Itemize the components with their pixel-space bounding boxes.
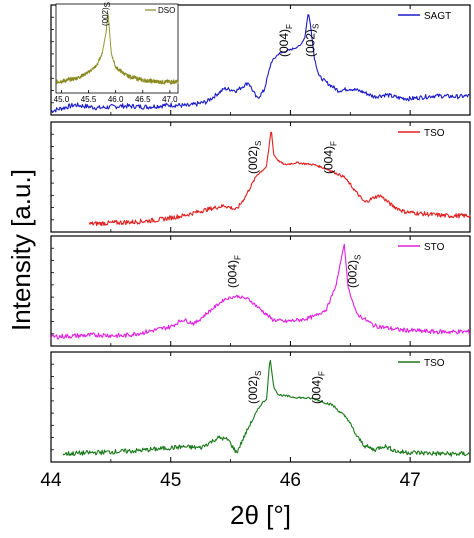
annotation-text: (002) (303, 29, 317, 57)
annotation-text: (002) (246, 376, 260, 404)
annotation-text: (002) (345, 260, 359, 288)
x-axis-title: 2θ [°] (230, 500, 291, 530)
x-tick-label: 47 (400, 470, 421, 491)
annotation-subscript: S (254, 371, 263, 376)
inset-x-tick-label: 45.5 (81, 95, 97, 104)
panel-frame (50, 235, 471, 347)
peak-annotation: (002)S (246, 141, 263, 174)
inset-series-line (55, 13, 179, 86)
legend-label: TSO (424, 358, 445, 369)
legend: STO (398, 242, 445, 253)
inset-annotation-text: (002) (101, 7, 110, 26)
series-line-sto (50, 243, 471, 340)
annotation-subscript: F (329, 141, 338, 146)
panel-frame (50, 121, 471, 233)
x-tick-labels: 44 45 46 47 (40, 470, 420, 491)
inset-x-tick-label: 47.0 (162, 95, 178, 104)
inset-legend-label: DSO (158, 6, 175, 15)
panel-2: TSO (002)S (004)F (50, 121, 471, 233)
series-line-tso (62, 359, 471, 457)
series-line-sagt (50, 14, 471, 114)
annotation-subscript: F (317, 371, 326, 376)
peak-annotation: (004)F (277, 24, 294, 57)
panel-frame (50, 4, 471, 116)
legend-label: SAGT (424, 11, 451, 22)
series-line-tso (88, 131, 471, 227)
inset: DSO (002)S 45.0 45.5 46.0 46.5 47.0 (54, 2, 179, 104)
panel-3: STO (004)F (002)S (50, 235, 471, 347)
panel-4: TSO (002)S (004)F (50, 351, 471, 463)
annotation-subscript: F (234, 255, 243, 260)
annotation-text: (004) (226, 260, 240, 288)
annotation-subscript: S (353, 255, 362, 260)
legend: TSO (398, 358, 445, 369)
peak-annotation: (002)S (345, 255, 362, 288)
x-tick-label: 45 (160, 470, 181, 491)
peak-annotation: (002)S (303, 24, 320, 57)
legend: TSO (398, 128, 445, 139)
annotation-text: (002) (246, 146, 260, 174)
y-axis-title: Intensity [a.u.] (6, 169, 36, 331)
annotation-text: (004) (321, 146, 335, 174)
x-tick-label: 46 (280, 470, 301, 491)
x-tick-label: 44 (40, 470, 62, 491)
inset-x-tick-label: 45.0 (54, 95, 70, 104)
panel-frame (50, 351, 471, 463)
legend-label: STO (424, 242, 445, 253)
peak-annotation: (004)F (321, 141, 338, 174)
inset-annotation-subscript: S (103, 2, 112, 7)
inset-peak-annotation: (002)S (101, 2, 112, 26)
annotation-subscript: F (285, 24, 294, 29)
inset-frame (55, 3, 179, 94)
inset-x-tick-label: 46.5 (135, 95, 151, 104)
peak-annotation: (002)S (246, 371, 263, 404)
annotation-subscript: S (311, 24, 320, 29)
annotation-text: (004) (277, 29, 291, 57)
peak-annotation: (004)F (309, 371, 326, 404)
inset-x-tick-label: 46.0 (108, 95, 124, 104)
legend-label: TSO (424, 128, 445, 139)
annotation-subscript: S (254, 141, 263, 146)
legend: SAGT (398, 11, 451, 22)
annotation-text: (004) (309, 376, 323, 404)
peak-annotation: (004)F (226, 255, 243, 288)
